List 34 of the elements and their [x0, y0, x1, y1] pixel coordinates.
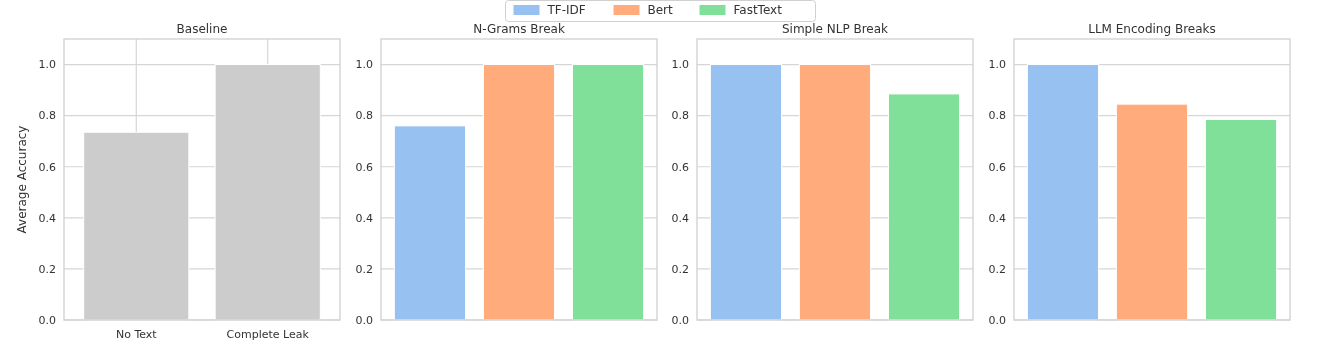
y-tick-label: 0.0 [38, 313, 56, 327]
y-tick-label: 1.0 [671, 58, 689, 72]
y-tick-label: 0.2 [38, 262, 56, 276]
chart-title: N-Grams Break [473, 22, 565, 36]
y-tick-label: 0.0 [671, 313, 689, 327]
y-tick-label: 1.0 [355, 58, 373, 72]
y-tick-label: 0.2 [988, 262, 1006, 276]
y-tick-label: 0.8 [38, 109, 56, 123]
y-tick-label: 0.4 [38, 211, 56, 225]
y-tick-label: 0.4 [988, 211, 1006, 225]
legend-label: TF-IDF [546, 3, 586, 17]
y-axis-title: Average Accuracy [15, 125, 29, 234]
chart-title: LLM Encoding Breaks [1088, 22, 1216, 36]
x-tick-label: No Text [115, 328, 158, 341]
y-tick-label: 0.8 [988, 109, 1006, 123]
y-tick-label: 0.2 [671, 262, 689, 276]
legend-label: FastText [733, 3, 783, 17]
y-tick-label: 1.0 [988, 58, 1006, 72]
y-tick-label: 0.6 [988, 160, 1006, 174]
y-tick-label: 0.2 [355, 262, 373, 276]
y-tick-label: 0.0 [988, 313, 1006, 327]
y-tick-label: 0.8 [671, 109, 689, 123]
legend-label: Bert [647, 3, 674, 17]
y-tick-label: 0.6 [671, 160, 689, 174]
y-tick-label: 0.4 [671, 211, 689, 225]
y-tick-label: 0.0 [355, 313, 373, 327]
chart-title: Simple NLP Break [781, 22, 889, 36]
y-tick-label: 1.0 [38, 58, 56, 72]
x-tick-label: Complete Leak [226, 328, 310, 341]
y-tick-label: 0.4 [355, 211, 373, 225]
y-tick-label: 0.6 [38, 160, 56, 174]
chart-title: Baseline [176, 22, 228, 36]
y-tick-label: 0.6 [355, 160, 373, 174]
y-tick-label: 0.8 [355, 109, 373, 123]
